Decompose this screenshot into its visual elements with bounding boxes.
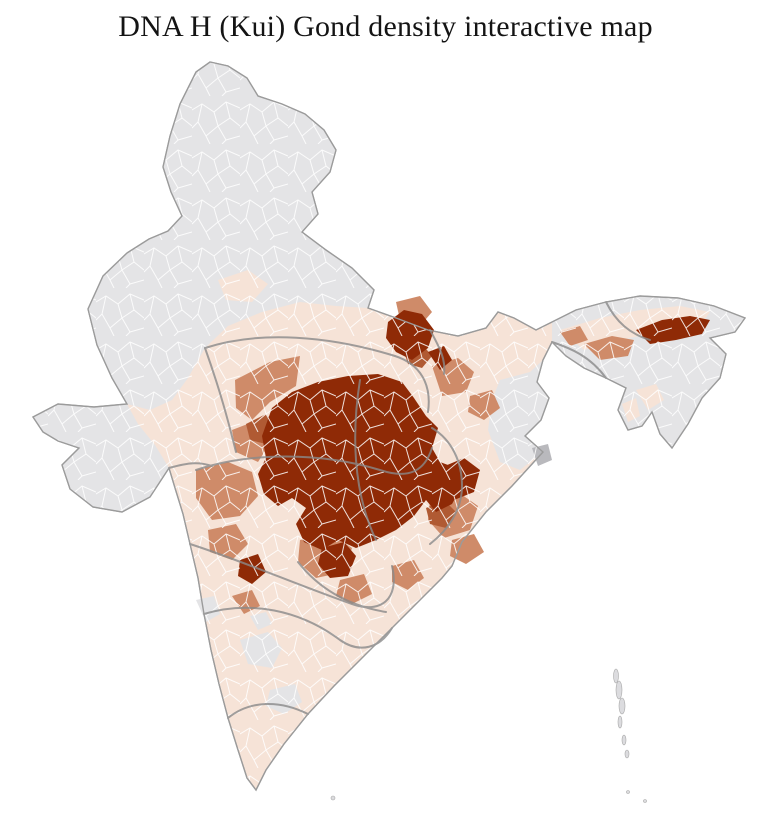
small-islet-dots: [330, 790, 647, 803]
map-title: DNA H (Kui) Gond density interactive map: [118, 10, 653, 43]
andaman-islands[interactable]: [613, 668, 630, 759]
region-kolkata-grey-district[interactable]: [532, 444, 552, 466]
